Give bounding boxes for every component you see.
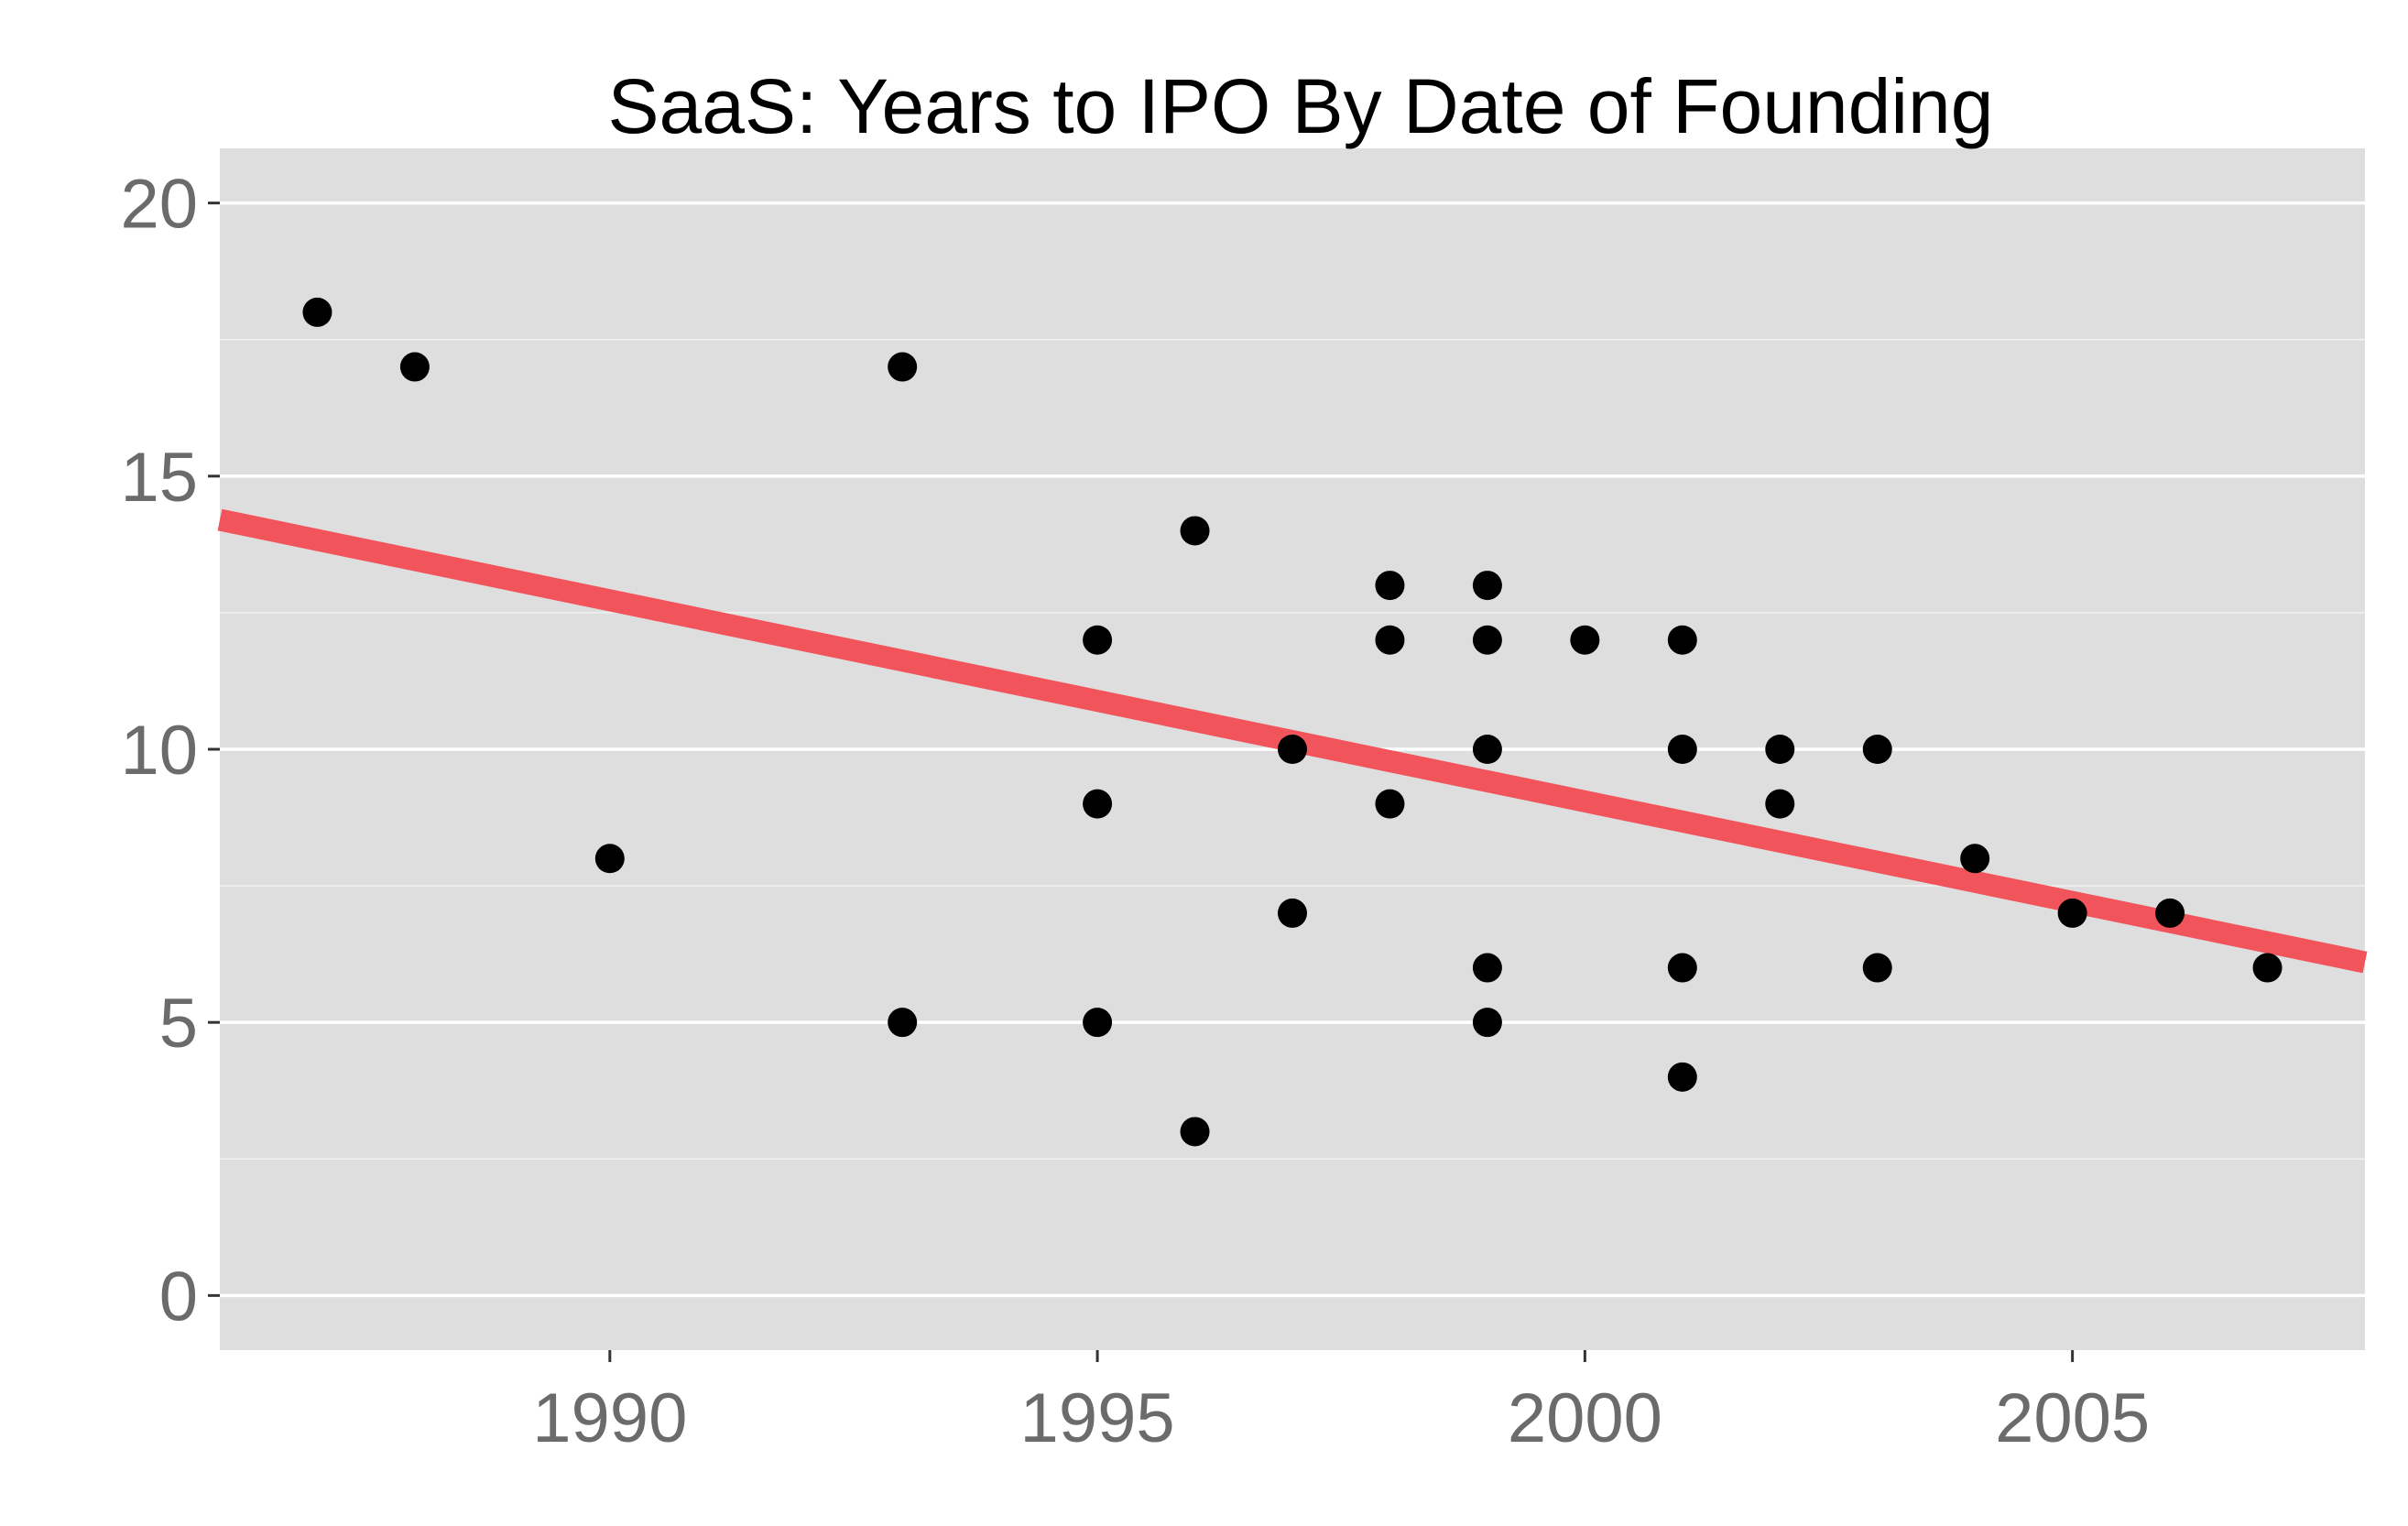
y-tick-label: 15 [120, 439, 198, 517]
y-axis: 0 5 10 15 20 [120, 166, 220, 1335]
data-point [1083, 1008, 1113, 1038]
data-point [1375, 789, 1405, 819]
data-point [1083, 625, 1113, 655]
data-point [1180, 1117, 1210, 1147]
major-gridlines [220, 201, 2365, 1298]
data-point [1765, 735, 1795, 764]
data-point [1472, 1008, 1502, 1038]
data-point [1472, 735, 1502, 764]
data-point [1083, 789, 1113, 819]
data-point [1472, 571, 1502, 601]
data-point [594, 844, 625, 874]
data-point [1472, 625, 1502, 655]
data-point [2252, 953, 2283, 983]
minor-gridlines [220, 338, 2365, 1161]
x-tick-label: 1995 [1020, 1379, 1175, 1457]
data-point [888, 1008, 918, 1038]
data-point [1375, 625, 1405, 655]
data-point [888, 352, 918, 382]
data-point [1570, 625, 1600, 655]
data-point [399, 352, 430, 382]
data-point [2057, 898, 2087, 928]
data-point [1862, 735, 1892, 764]
data-point [1765, 789, 1795, 819]
data-point [2155, 898, 2185, 928]
chart-title: SaaS: Years to IPO By Date of Founding [608, 63, 1994, 149]
y-tick-label: 20 [120, 166, 198, 244]
data-point [1667, 1062, 1697, 1092]
data-point [1667, 953, 1697, 983]
y-tick-label: 5 [159, 985, 198, 1063]
data-point [1667, 735, 1697, 764]
x-tick-label: 1990 [532, 1379, 687, 1457]
data-point [1667, 625, 1697, 655]
data-point [1472, 953, 1502, 983]
y-tick-label: 10 [120, 712, 198, 790]
data-point [1278, 735, 1307, 764]
data-point [1960, 844, 1990, 874]
data-point [302, 297, 332, 327]
x-axis: 1990 1995 2000 2005 [532, 1350, 2150, 1457]
data-point [1375, 571, 1405, 601]
data-points [302, 297, 2283, 1147]
data-point [1180, 516, 1210, 546]
y-tick-label: 0 [159, 1258, 198, 1335]
data-point [1278, 898, 1307, 928]
x-tick-label: 2005 [1995, 1379, 2150, 1457]
x-tick-label: 2000 [1508, 1379, 1662, 1457]
data-point [1862, 953, 1892, 983]
